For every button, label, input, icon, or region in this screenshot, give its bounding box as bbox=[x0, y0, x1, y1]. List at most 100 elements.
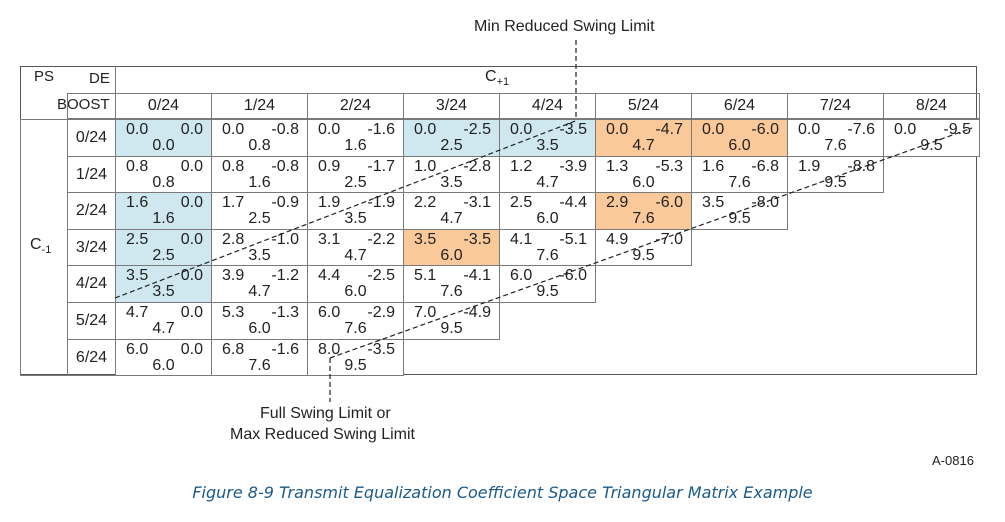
header-divider bbox=[67, 93, 116, 119]
min-reduced-swing-label: Min Reduced Swing Limit bbox=[474, 18, 655, 35]
cell-c-plus-value: -7.6 bbox=[847, 121, 875, 138]
column-header: 8/24 bbox=[883, 93, 980, 119]
cell-c-minus-value: 3.5 bbox=[414, 230, 437, 248]
cell-boost-value: 4.7 bbox=[344, 246, 367, 264]
cell-c-plus-value: -3.5 bbox=[559, 121, 587, 138]
matrix-cell: 6.8 -1.6 7.6 bbox=[211, 338, 308, 377]
cell-boost-value: 4.7 bbox=[632, 137, 655, 154]
cell-boost-value: 9.5 bbox=[344, 356, 367, 374]
cell-c-minus-value: 0.0 bbox=[798, 121, 821, 138]
cell-c-plus-value: 0.0 bbox=[180, 121, 203, 138]
cell-c-plus-value: -4.4 bbox=[559, 194, 587, 212]
c-plus-1-label: C+1 bbox=[485, 68, 509, 88]
cell-boost-value: 9.5 bbox=[536, 283, 559, 301]
cell-c-minus-value: 5.1 bbox=[414, 267, 437, 285]
min-reduced-swing-line bbox=[114, 119, 579, 299]
cell-c-minus-value: 3.5 bbox=[126, 267, 149, 285]
cell-c-plus-value: -6.0 bbox=[751, 121, 779, 138]
matrix-cell: 2.5 0.0 2.5 bbox=[115, 228, 212, 267]
matrix-cell: 4.1 -5.1 7.6 bbox=[499, 228, 596, 267]
cell-boost-value: 4.7 bbox=[440, 210, 463, 228]
matrix-cell: 0.0 -6.0 6.0 bbox=[691, 119, 788, 157]
cell-boost-value: 7.6 bbox=[344, 320, 367, 337]
cell-c-minus-value: 0.8 bbox=[222, 157, 245, 175]
cell-boost-value: 9.5 bbox=[728, 210, 751, 228]
matrix-cell: 6.0 0.0 6.0 bbox=[115, 338, 212, 377]
cell-c-minus-value: 1.6 bbox=[702, 157, 725, 175]
full-swing-label-line2: Max Reduced Swing Limit bbox=[230, 426, 415, 443]
cell-c-plus-value: -0.8 bbox=[271, 157, 299, 175]
cell-boost-value: 9.5 bbox=[824, 173, 847, 191]
cell-boost-value: 6.0 bbox=[632, 173, 655, 191]
matrix-cell: 8.0 -3.5 9.5 bbox=[307, 338, 404, 377]
boost-label: BOOST bbox=[57, 96, 110, 113]
cell-c-plus-value: -3.5 bbox=[463, 230, 491, 248]
cell-c-minus-value: 1.2 bbox=[510, 157, 533, 175]
matrix-cell: 4.9 -7.0 9.5 bbox=[595, 228, 692, 267]
matrix-cell: 3.1 -2.2 4.7 bbox=[307, 228, 404, 267]
cell-c-minus-value: 0.0 bbox=[606, 121, 629, 138]
cell-boost-value: 7.6 bbox=[440, 283, 463, 301]
cell-c-minus-value: 2.5 bbox=[126, 230, 149, 248]
cell-c-plus-value: -6.8 bbox=[751, 157, 779, 175]
cell-c-minus-value: 5.3 bbox=[222, 304, 245, 321]
cell-c-minus-value: 7.0 bbox=[414, 304, 437, 321]
cell-c-minus-value: 3.1 bbox=[318, 230, 341, 248]
cell-c-plus-value: 0.0 bbox=[180, 304, 203, 321]
cell-boost-value: 4.7 bbox=[248, 283, 271, 301]
figure-caption: Figure 8-9 Transmit Equalization Coeffic… bbox=[192, 483, 813, 502]
matrix-cell: 2.2 -3.1 4.7 bbox=[403, 192, 500, 230]
cell-c-plus-value: -5.3 bbox=[655, 157, 683, 175]
cell-c-minus-value: 6.0 bbox=[318, 304, 341, 321]
cell-boost-value: 6.0 bbox=[440, 246, 463, 264]
cell-c-plus-value: -1.6 bbox=[271, 340, 299, 358]
cell-c-plus-value: -2.9 bbox=[367, 304, 395, 321]
cell-boost-value: 9.5 bbox=[440, 320, 463, 337]
cell-boost-value: 3.5 bbox=[440, 173, 463, 191]
ps-label: PS bbox=[34, 68, 55, 85]
cell-c-plus-value: -1.3 bbox=[271, 304, 299, 321]
matrix-cell: 1.9 -1.9 3.5 bbox=[307, 192, 404, 230]
cell-boost-value: 6.0 bbox=[248, 320, 271, 337]
cell-c-plus-value: -6.0 bbox=[559, 267, 587, 285]
matrix-cell: 0.0 -9.5 9.5 bbox=[883, 119, 980, 157]
matrix-cell: 1.6 0.0 1.6 bbox=[115, 192, 212, 230]
cell-c-minus-value: 4.1 bbox=[510, 230, 533, 248]
cell-boost-value: 3.5 bbox=[536, 137, 559, 154]
c-plus-1-letter: C bbox=[485, 68, 497, 85]
cell-c-minus-value: 4.4 bbox=[318, 267, 341, 285]
cell-boost-value: 7.6 bbox=[824, 137, 847, 154]
cell-c-minus-value: 1.9 bbox=[318, 194, 341, 212]
cell-c-plus-value: -1.6 bbox=[367, 121, 395, 138]
matrix-cell: 1.7 -0.9 2.5 bbox=[211, 192, 308, 230]
matrix-cell: 2.8 -1.0 3.5 bbox=[211, 228, 308, 267]
matrix-cell: 1.9 -8.8 9.5 bbox=[787, 155, 884, 194]
cell-boost-value: 0.8 bbox=[248, 137, 271, 154]
matrix-cell: 3.5 -3.5 6.0 bbox=[403, 228, 500, 267]
cell-boost-value: 6.0 bbox=[152, 356, 175, 374]
cell-boost-value: 2.5 bbox=[248, 210, 271, 228]
cell-c-minus-value: 0.0 bbox=[702, 121, 725, 138]
cell-boost-value: 3.5 bbox=[344, 210, 367, 228]
full-swing-line bbox=[329, 127, 973, 359]
cell-boost-value: 6.0 bbox=[536, 210, 559, 228]
cell-c-plus-value: -9.5 bbox=[943, 121, 971, 138]
cell-c-minus-value: 4.9 bbox=[606, 230, 629, 248]
matrix-cell: 1.2 -3.9 4.7 bbox=[499, 155, 596, 194]
matrix-cell: 7.0 -4.9 9.5 bbox=[403, 302, 500, 340]
cell-boost-value: 4.7 bbox=[152, 320, 175, 337]
cell-c-minus-value: 1.6 bbox=[126, 194, 149, 212]
cell-c-plus-value: -5.1 bbox=[559, 230, 587, 248]
c-minus-1-letter: C bbox=[30, 236, 42, 253]
figure-id: A-0816 bbox=[932, 453, 974, 468]
cell-c-minus-value: 4.7 bbox=[126, 304, 149, 321]
cell-c-minus-value: 0.8 bbox=[126, 157, 149, 175]
cell-c-minus-value: 3.9 bbox=[222, 267, 245, 285]
cell-c-plus-value: -1.0 bbox=[271, 230, 299, 248]
cell-boost-value: 1.6 bbox=[344, 137, 367, 154]
cell-c-minus-value: 0.0 bbox=[510, 121, 533, 138]
de-label: DE bbox=[89, 70, 110, 87]
cell-boost-value: 9.5 bbox=[632, 246, 655, 264]
cell-c-plus-value: -3.9 bbox=[559, 157, 587, 175]
